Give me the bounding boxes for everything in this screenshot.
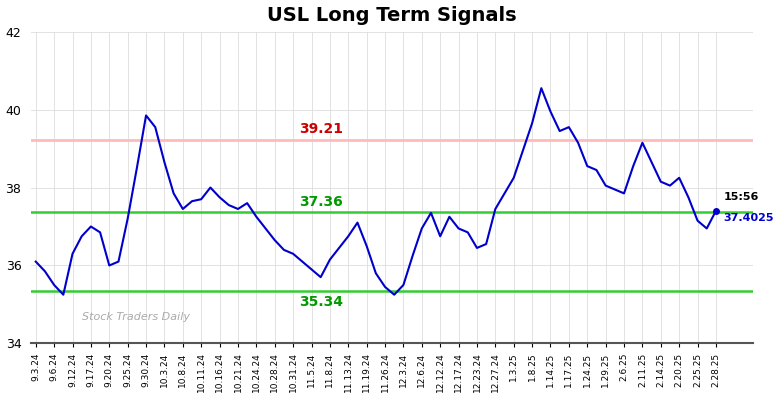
Text: 15:56: 15:56 xyxy=(724,192,759,202)
Text: 37.36: 37.36 xyxy=(299,195,343,209)
Text: 37.4025: 37.4025 xyxy=(724,213,774,223)
Title: USL Long Term Signals: USL Long Term Signals xyxy=(267,6,517,25)
Text: 39.21: 39.21 xyxy=(299,123,343,137)
Text: Stock Traders Daily: Stock Traders Daily xyxy=(82,312,190,322)
Text: 35.34: 35.34 xyxy=(299,295,343,309)
